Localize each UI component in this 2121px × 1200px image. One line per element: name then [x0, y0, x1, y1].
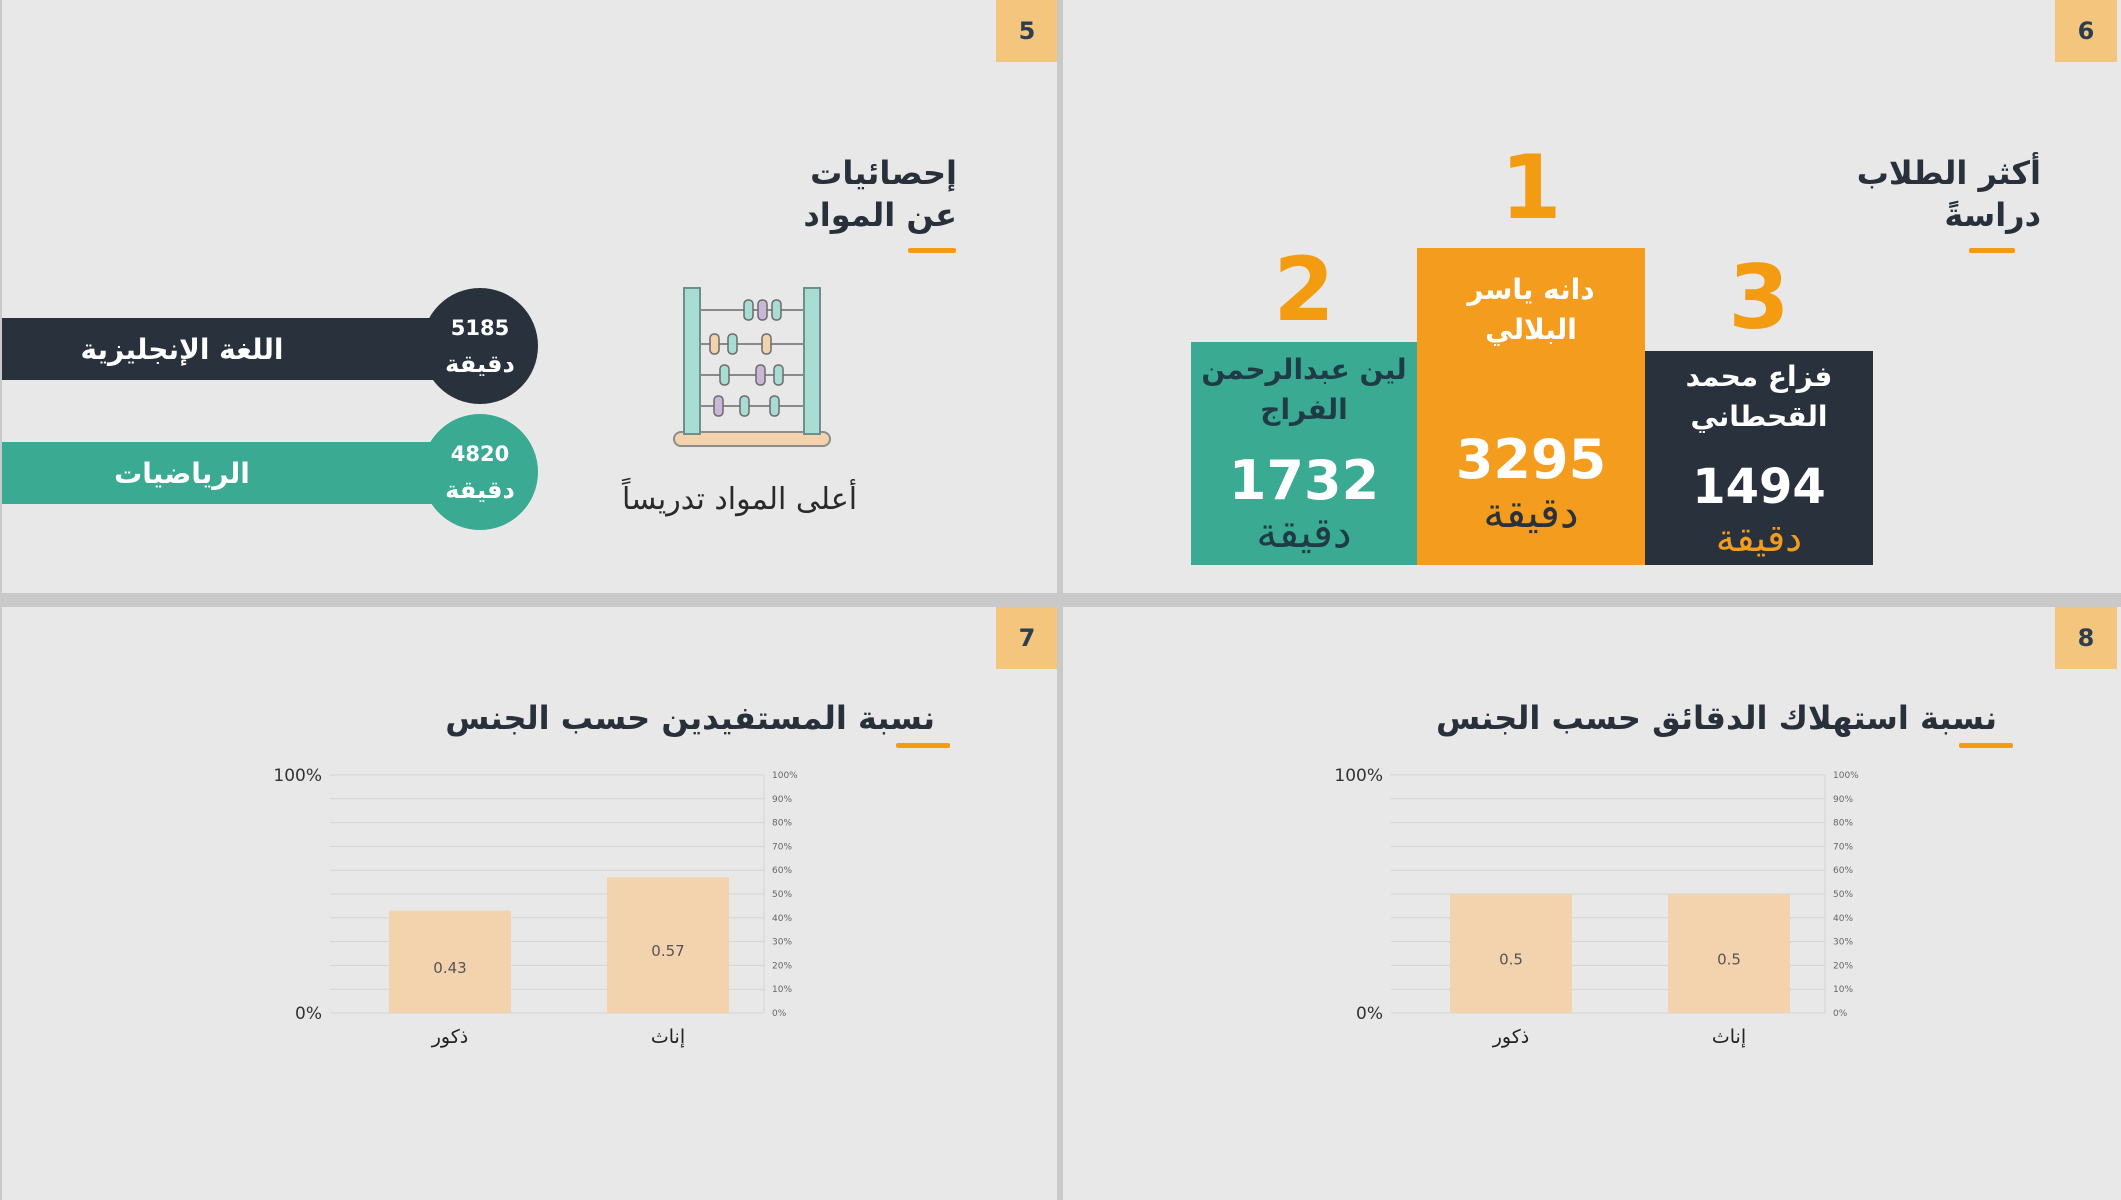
subject-value: 5185 — [450, 316, 510, 340]
left-tick-label: 100% — [1334, 766, 1383, 786]
left-tick-label: 100% — [273, 766, 322, 786]
student-minutes: 1732 — [1228, 449, 1380, 512]
slide-number: 7 — [996, 607, 1057, 669]
bar-value-label: 0.43 — [433, 959, 466, 977]
title-line-2: دراسةً — [1944, 196, 2041, 234]
title-line-2: عن المواد — [803, 196, 957, 234]
subject-name: الرياضيات — [114, 456, 250, 490]
slide-title: إحصائيات عن المواد — [803, 152, 957, 236]
slide-title: نسبة المستفيدين حسب الجنس — [445, 699, 935, 737]
subject-value-english: 5185 دقيقة — [422, 288, 538, 404]
right-tick-label: 80% — [1833, 819, 1853, 829]
bar-value-label: 0.5 — [1717, 951, 1741, 969]
category-label: ذكور — [431, 1026, 469, 1048]
bar-value-label: 0.57 — [651, 942, 684, 960]
subjects-caption: أعلى المواد تدريساً — [622, 482, 858, 517]
subject-value: 4820 — [450, 442, 510, 466]
right-tick-label: 70% — [1833, 842, 1853, 852]
slide-number: 5 — [996, 0, 1057, 62]
right-tick-label: 10% — [1833, 985, 1853, 995]
right-tick-label: 90% — [772, 795, 792, 805]
right-tick-label: 40% — [772, 914, 792, 924]
slide-6[interactable]: 6 أكثر الطلاب دراسةً 2 لين عبدالرحمن الف… — [1063, 0, 2121, 593]
right-tick-label: 60% — [772, 866, 792, 876]
subject-value-math: 4820 دقيقة — [422, 414, 538, 530]
slide-8[interactable]: 8 نسبة استهلاك الدقائق حسب الجنس 0% 10% 20… — [1063, 607, 2121, 1200]
title-underline — [908, 248, 956, 253]
right-tick-label: 80% — [772, 819, 792, 829]
left-tick-label: 0% — [295, 1004, 322, 1024]
right-tick-label: 0% — [1833, 1009, 1848, 1019]
student-name: فزاع محمد القحطاني — [1685, 360, 1833, 433]
bar — [1450, 894, 1572, 1013]
category-label: إناث — [1712, 1026, 1746, 1049]
subject-bar-math: الرياضيات — [2, 442, 462, 504]
title-line-1: إحصائيات — [810, 154, 957, 192]
slide-5[interactable]: 5 إحصائيات عن المواد أعل — [2, 0, 1057, 593]
title-underline — [1969, 248, 2015, 253]
title-underline — [1959, 743, 2013, 748]
abacus-icon — [673, 287, 831, 447]
podium-rank-2: لين عبدالرحمن الفراج 1732 دقيقة — [1191, 342, 1417, 565]
right-tick-label: 100% — [1833, 771, 1859, 781]
slide-title: أكثر الطلاب دراسةً — [1857, 152, 2041, 236]
right-tick-label: 30% — [1833, 938, 1853, 948]
slide-number: 8 — [2055, 607, 2117, 669]
category-label: ذكور — [1492, 1026, 1530, 1048]
title-line-1: أكثر الطلاب — [1856, 154, 2041, 192]
rank-number: 1 — [1500, 136, 1562, 239]
rank-number: 3 — [1728, 246, 1790, 349]
slide-7[interactable]: 7 نسبة المستفيدين حسب الجنس 0% 10% 20% 30% 4… — [2, 607, 1057, 1200]
right-tick-label: 100% — [772, 771, 798, 781]
bar — [607, 877, 729, 1013]
subject-name: اللغة الإنجليزية — [80, 332, 284, 366]
right-tick-label: 40% — [1833, 914, 1853, 924]
right-tick-label: 70% — [772, 842, 792, 852]
gender-minutes-chart: 0% 10% 20% 30% 40% 50% 60% 70% 80% 90% 100% 100% 0% 0… — [1334, 766, 1859, 1049]
right-tick-label: 60% — [1833, 866, 1853, 876]
student-name: دانه ياسر البلالي — [1467, 273, 1595, 346]
left-tick-label: 0% — [1356, 1004, 1383, 1024]
podium-rank-3: فزاع محمد القحطاني 1494 دقيقة — [1645, 351, 1873, 565]
student-unit: دقيقة — [1715, 516, 1803, 560]
student-minutes: 3295 — [1455, 428, 1607, 491]
right-tick-label: 10% — [772, 985, 792, 995]
student-unit: دقيقة — [1483, 488, 1579, 537]
bar — [1668, 894, 1790, 1013]
subject-bar-english: اللغة الإنجليزية — [2, 318, 462, 380]
subject-unit: دقيقة — [445, 476, 515, 504]
gender-beneficiaries-chart: 0% 10% 20% 30% 40% 50% 60% 70% 80% 90% 100% 100% 0% 0… — [273, 766, 798, 1049]
student-name: لين عبدالرحمن الفراج — [1201, 353, 1407, 426]
podium-rank-1: دانه ياسر البلالي 3295 دقيقة — [1417, 248, 1645, 565]
right-tick-label: 20% — [1833, 961, 1853, 971]
category-label: إناث — [651, 1026, 685, 1049]
student-unit: دقيقة — [1256, 508, 1352, 557]
title-underline — [896, 743, 950, 748]
right-tick-label: 50% — [1833, 890, 1853, 900]
right-tick-label: 50% — [772, 890, 792, 900]
right-tick-label: 20% — [772, 961, 792, 971]
right-tick-label: 90% — [1833, 795, 1853, 805]
subject-unit: دقيقة — [445, 350, 515, 378]
rank-number: 2 — [1273, 238, 1335, 341]
bar — [389, 910, 511, 1013]
right-tick-label: 0% — [772, 1009, 787, 1019]
right-tick-label: 30% — [772, 938, 792, 948]
student-minutes: 1494 — [1692, 459, 1826, 515]
bar-value-label: 0.5 — [1499, 951, 1523, 969]
slide-title: نسبة استهلاك الدقائق حسب الجنس — [1436, 699, 1997, 737]
slide-number: 6 — [2055, 0, 2117, 62]
